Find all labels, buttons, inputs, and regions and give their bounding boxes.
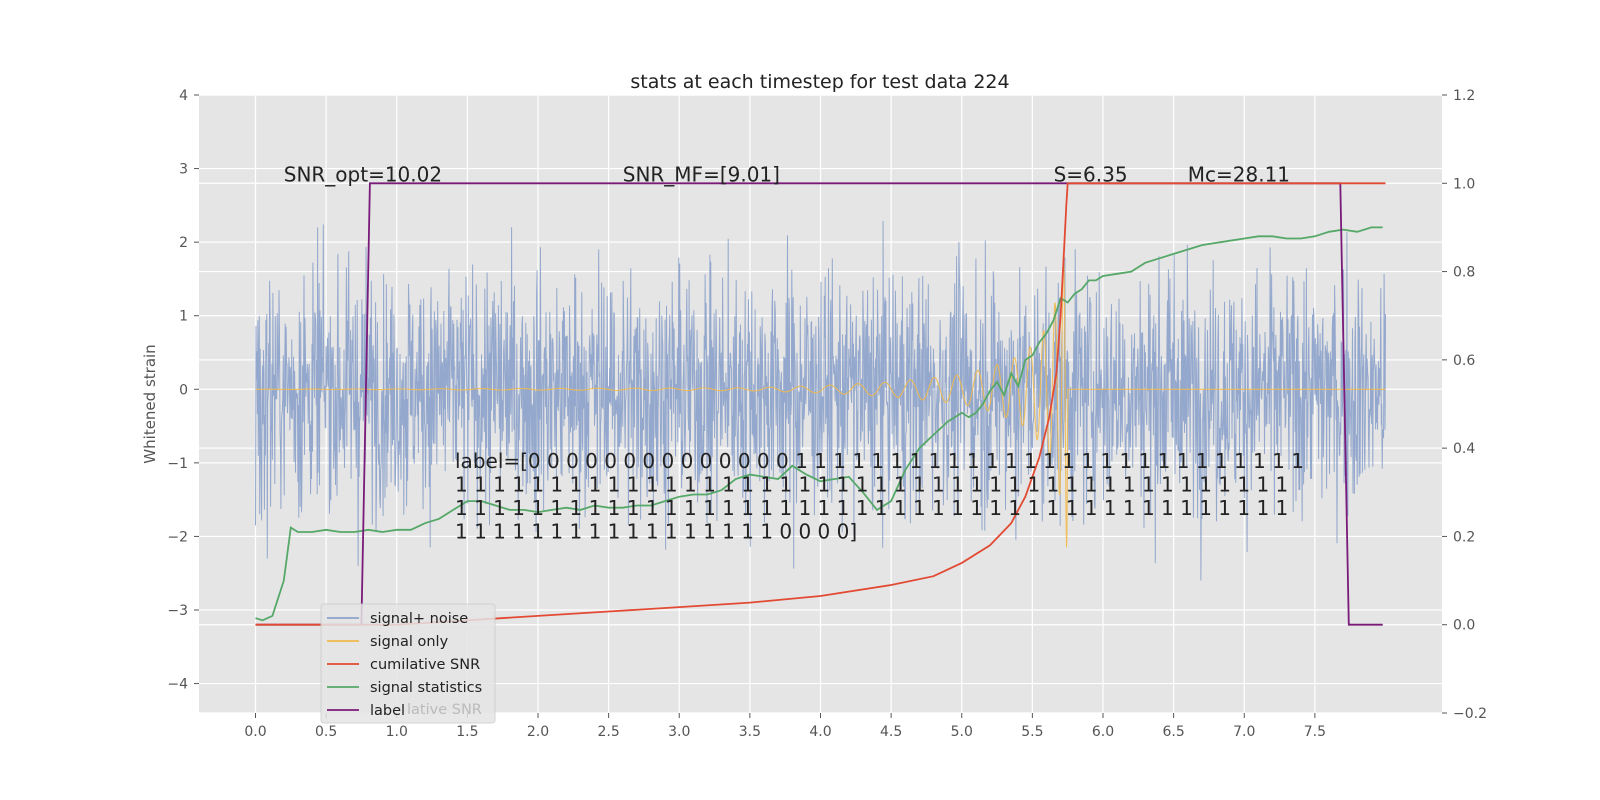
x-tick-label: 7.0 (1233, 724, 1255, 740)
legend-label: cumilative SNR (370, 657, 480, 673)
annotation-snr-mf: SNR_MF=[9.01] (623, 162, 780, 186)
legend-ghost-text: lative SNR (407, 702, 482, 718)
signal-statistics-line (255, 226, 1383, 622)
x-tick-label: 5.0 (951, 724, 973, 740)
y-tick-label: 3 (179, 162, 188, 178)
legend: lative SNR signal+ noise signal only cumila… (320, 603, 496, 724)
annotation-snr-opt: SNR_opt=10.02 (284, 162, 442, 186)
x-tick-label: 7.5 (1304, 724, 1326, 740)
x-tick-label: 4.0 (809, 724, 831, 740)
legend-label: signal+ noise (370, 611, 468, 627)
signal-noise-series (255, 220, 1386, 581)
legend-box (320, 603, 496, 724)
y-tick-label: −4 (167, 677, 188, 693)
y2-tick-label: −0.2 (1453, 706, 1487, 722)
x-tick-label: 2.5 (597, 724, 619, 740)
annotations: SNR_opt=10.02 SNR_MF=[9.01] S=6.35 Mc=28.11 (284, 162, 1290, 186)
label-text-line: 1 1 1 1 1 1 1 1 1 1 1 1 1 1 1 1 1 0 0 0 … (455, 520, 857, 544)
y-tick-label: 4 (179, 88, 188, 104)
cumulative-snr-line (255, 182, 1386, 626)
y-tick-label: 0 (179, 382, 188, 398)
legend-label: signal only (370, 634, 449, 650)
y2-tick-label: 0.6 (1453, 353, 1475, 369)
x-tick-label: 5.5 (1021, 724, 1043, 740)
label-text-line: 1 1 1 1 1 1 1 1 1 1 1 1 1 1 1 1 1 1 1 1 … (455, 473, 1288, 497)
x-tick-label: 3.0 (668, 724, 690, 740)
chart-title: stats at each timestep for test data 224 (630, 71, 1009, 93)
annotation-mc: Mc=28.11 (1188, 162, 1290, 186)
axis-ticks: 0.0 0.5 1.0 1.5 2.0 2.5 3.0 3.5 4.0 4.5 5.0 5.5 6.0 6… (167, 88, 1487, 740)
x-tick-label: 1.0 (386, 724, 408, 740)
y2-tick-label: 0.0 (1453, 618, 1475, 634)
x-tick-label: 3.5 (739, 724, 761, 740)
x-tick-label: 1.5 (456, 724, 478, 740)
legend-label: label (370, 703, 405, 719)
y2-tick-label: 0.8 (1453, 265, 1475, 281)
x-tick-label: 0.0 (244, 724, 266, 740)
signal-noise-line (255, 220, 1386, 581)
x-tick-label: 4.5 (880, 724, 902, 740)
x-tick-label: 6.0 (1092, 724, 1114, 740)
label-text-block: label=[0 0 0 0 0 0 0 0 0 0 0 0 0 0 1 1 1… (455, 449, 1304, 544)
y2-tick-label: 1.2 (1453, 88, 1475, 104)
x-tick-label: 0.5 (315, 724, 337, 740)
x-tick-label: 2.0 (527, 724, 549, 740)
label-text-line: label=[0 0 0 0 0 0 0 0 0 0 0 0 0 0 1 1 1… (455, 449, 1304, 473)
y-tick-label: 1 (179, 309, 188, 325)
y-tick-label: −1 (167, 456, 188, 472)
y-axis-label: Whitened strain (141, 344, 159, 463)
label-text-line: 1 1 1 1 1 1 1 1 1 1 1 1 1 1 1 1 1 1 1 1 … (455, 496, 1288, 520)
x-tick-label: 6.5 (1162, 724, 1184, 740)
y-tick-label: −2 (167, 529, 188, 545)
y-tick-label: −3 (167, 603, 188, 619)
annotation-s: S=6.35 (1054, 162, 1128, 186)
y2-tick-label: 1.0 (1453, 176, 1475, 192)
legend-label: signal statistics (370, 680, 482, 696)
y2-tick-label: 0.4 (1453, 441, 1475, 457)
signal-only-line (255, 255, 1386, 548)
y2-tick-label: 0.2 (1453, 529, 1475, 545)
y-tick-label: 2 (179, 235, 188, 251)
signal-only-series (255, 255, 1386, 548)
